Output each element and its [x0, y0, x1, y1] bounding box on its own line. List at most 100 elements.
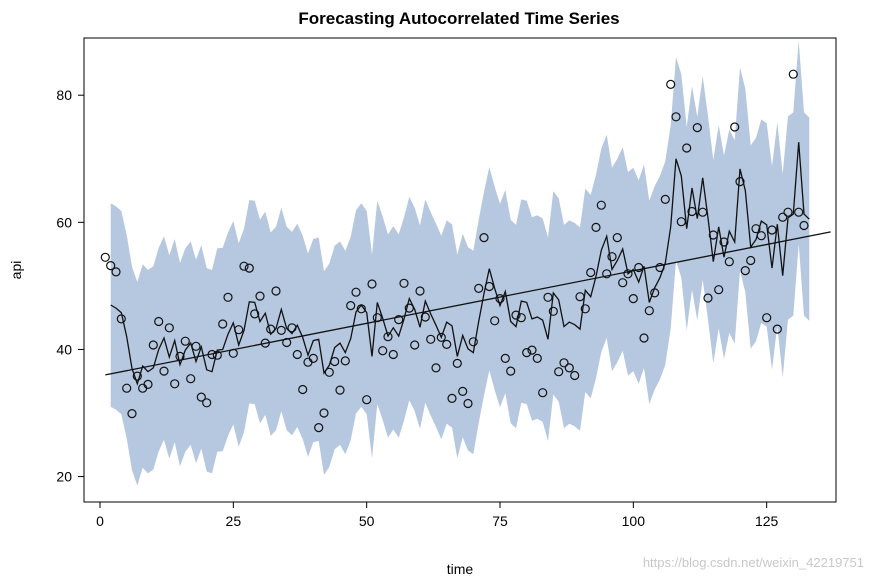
data-point	[676, 217, 686, 227]
data-point	[698, 207, 708, 217]
data-point	[356, 304, 366, 314]
data-point	[538, 388, 548, 398]
data-point	[308, 353, 318, 363]
data-point	[682, 143, 692, 153]
data-point	[404, 303, 414, 313]
data-point	[591, 222, 601, 232]
data-point	[788, 69, 798, 79]
data-point	[586, 267, 596, 278]
data-point	[196, 392, 206, 402]
data-point	[287, 323, 297, 333]
y-tick-label: 80	[56, 87, 72, 103]
x-tick-label: 75	[492, 513, 508, 529]
data-point	[106, 261, 116, 271]
data-point	[154, 316, 164, 327]
data-point	[362, 395, 372, 405]
x-tick-label: 50	[359, 513, 375, 529]
data-point	[516, 313, 526, 323]
data-point	[751, 224, 761, 234]
data-point	[714, 285, 724, 295]
data-point	[500, 353, 510, 363]
data-point	[719, 237, 729, 247]
data-point	[378, 346, 388, 356]
data-point	[730, 122, 740, 132]
data-point	[394, 315, 404, 325]
data-point	[724, 257, 734, 267]
data-point	[474, 283, 484, 293]
x-tick-label: 100	[622, 513, 646, 529]
data-point	[543, 292, 553, 302]
data-point	[452, 358, 462, 368]
data-point	[767, 225, 777, 235]
data-point	[634, 262, 644, 273]
data-point	[596, 200, 606, 210]
data-point	[282, 337, 292, 348]
data-point	[554, 367, 564, 377]
data-point	[740, 266, 750, 276]
data-point	[266, 324, 276, 334]
data-point	[639, 333, 649, 343]
data-point	[420, 312, 430, 322]
data-point	[468, 337, 478, 347]
chart-title: Forecasting Autocorrelated Time Series	[298, 9, 619, 28]
forecast-line	[110, 142, 810, 386]
data-point	[228, 348, 238, 358]
data-point	[346, 301, 356, 311]
data-point	[218, 319, 228, 329]
data-point	[260, 338, 270, 348]
data-point	[127, 409, 137, 419]
data-point	[111, 267, 121, 277]
data-point	[671, 112, 681, 122]
data-point	[746, 255, 756, 266]
data-point	[506, 366, 516, 376]
data-point	[234, 325, 244, 335]
data-point	[399, 278, 409, 288]
data-point	[655, 262, 665, 273]
watermark-text: https://blog.csdn.net/weixin_42219751	[642, 555, 864, 570]
data-point	[778, 212, 788, 222]
data-point	[458, 386, 468, 396]
data-points	[100, 69, 809, 433]
data-point	[618, 278, 628, 288]
data-point	[564, 363, 574, 373]
data-point	[351, 287, 361, 297]
data-point	[367, 279, 377, 289]
x-tick-label: 0	[96, 513, 104, 529]
data-point	[410, 340, 420, 350]
data-point	[532, 353, 542, 363]
data-point	[143, 379, 153, 389]
data-point	[415, 286, 425, 296]
data-point	[122, 383, 132, 393]
data-point	[650, 288, 660, 298]
trend-line	[105, 231, 831, 376]
data-point	[559, 358, 569, 368]
data-point	[340, 356, 350, 366]
data-point	[116, 314, 126, 324]
data-point	[159, 366, 169, 376]
data-point	[426, 334, 436, 344]
data-point	[628, 294, 638, 304]
data-point	[463, 398, 473, 409]
x-tick-label: 25	[226, 513, 242, 529]
data-point	[522, 348, 532, 358]
data-point	[527, 345, 537, 355]
data-point	[255, 291, 265, 301]
data-point	[772, 324, 782, 334]
data-point	[324, 367, 334, 377]
data-point	[756, 231, 766, 241]
data-point	[511, 310, 521, 320]
data-point	[762, 313, 772, 323]
data-point	[479, 233, 489, 243]
data-point	[330, 356, 340, 367]
y-tick-label: 20	[56, 469, 72, 485]
data-point	[202, 398, 212, 408]
data-point	[580, 304, 590, 314]
data-point	[207, 349, 217, 360]
y-axis-label: api	[8, 261, 24, 280]
confidence-band-area	[110, 40, 810, 486]
x-axis: 0 25 50 75 100 125	[96, 502, 779, 529]
data-point	[799, 220, 809, 231]
data-point	[244, 263, 254, 273]
data-point	[692, 122, 702, 133]
